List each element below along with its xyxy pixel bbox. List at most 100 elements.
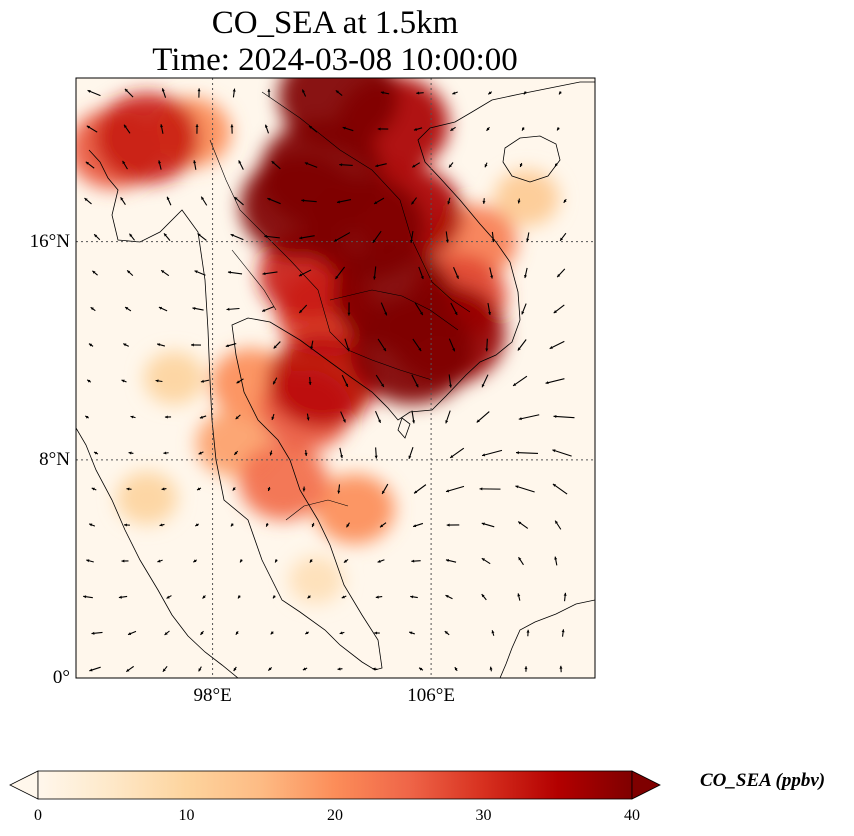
wind-arrow <box>448 338 456 352</box>
wind-arrow <box>373 197 385 205</box>
wind-arrow <box>476 411 490 423</box>
wind-arrow <box>372 667 378 671</box>
wind-arrow <box>450 302 458 316</box>
wind-arrow <box>411 410 416 424</box>
wind-arrow <box>307 595 311 599</box>
wind-arrow <box>164 415 172 419</box>
wind-arrow <box>554 556 558 566</box>
wind-arrow <box>196 487 202 491</box>
wind-arrow <box>301 199 317 203</box>
wind-arrow <box>309 559 313 563</box>
wind-arrow <box>302 486 306 492</box>
wind-arrow <box>230 233 244 241</box>
wind-arrow <box>523 91 527 95</box>
wind-arrow <box>377 127 389 131</box>
wind-arrow <box>124 523 130 527</box>
wind-arrow <box>563 198 567 204</box>
colorbar-tick-label: 10 <box>178 807 195 824</box>
wind-arrow <box>232 88 236 98</box>
wind-arrow <box>481 449 503 457</box>
wind-arrow <box>481 593 487 601</box>
wind-arrow <box>413 484 427 494</box>
wind-arrow <box>122 160 128 170</box>
wind-arrow <box>481 374 489 388</box>
coastline-sumatra <box>76 427 239 678</box>
wind-arrow <box>264 234 280 239</box>
wind-arrow <box>414 302 424 316</box>
wind-arrow <box>199 415 207 419</box>
wind-arrow <box>160 269 170 277</box>
wind-arrow <box>91 487 97 491</box>
wind-arrow <box>339 447 344 459</box>
wind-arrow <box>261 306 275 312</box>
wind-arrow <box>545 378 565 385</box>
wind-arrow <box>191 343 201 347</box>
wind-arrow <box>445 485 465 493</box>
wind-arrow <box>86 379 92 383</box>
wind-arrow <box>445 410 451 424</box>
wind-arrow <box>344 338 350 352</box>
wind-arrow <box>487 302 492 316</box>
wind-arrow <box>298 269 312 277</box>
wind-arrow <box>445 558 457 563</box>
wind-arrow <box>264 124 270 134</box>
wind-arrow <box>162 665 168 673</box>
wind-arrow <box>409 230 414 244</box>
wind-arrow <box>452 91 458 95</box>
latitude-label: 16°N <box>29 230 70 252</box>
wind-arrow <box>377 559 385 563</box>
wind-arrow <box>269 450 273 456</box>
coastline-mainland <box>88 81 595 671</box>
wind-arrow <box>121 379 127 383</box>
wind-arrow <box>517 339 527 351</box>
wind-arrow <box>163 451 169 455</box>
wind-arrow <box>89 666 101 672</box>
longitude-label: 106°E <box>407 685 455 706</box>
wind-arrow <box>232 487 236 491</box>
wind-arrow <box>157 559 163 563</box>
wind-arrow <box>267 88 271 98</box>
wind-arrow <box>225 343 237 348</box>
wind-arrow <box>335 89 343 97</box>
wind-arrow <box>519 162 523 168</box>
colorbar-tick-label: 20 <box>327 807 343 824</box>
wind-arrow <box>517 198 521 204</box>
wind-arrow <box>267 197 281 205</box>
wind-arrow <box>267 667 273 671</box>
wind-arrow <box>449 447 465 459</box>
wind-arrow <box>448 374 452 388</box>
coastlines <box>76 81 595 678</box>
wind-arrow <box>559 665 563 673</box>
map-frame <box>75 77 596 679</box>
wind-arrow <box>193 160 197 170</box>
co-plume-cell <box>350 297 474 405</box>
wind-arrow <box>379 522 387 528</box>
co-plume-cell <box>95 92 200 184</box>
wind-arrow <box>481 557 491 565</box>
wind-arrow <box>553 304 565 314</box>
wind-arrow <box>273 341 281 349</box>
wind-arrow <box>302 667 308 671</box>
wind-arrow <box>446 523 460 527</box>
wind-arrow <box>308 125 318 133</box>
wind-arrow <box>336 199 352 204</box>
colorbar-tick-label: 30 <box>475 807 492 824</box>
wind-arrow <box>227 270 243 275</box>
wind-arrow <box>310 340 314 350</box>
wind-arrow <box>343 558 349 564</box>
wind-arrow <box>411 197 417 205</box>
wind-arrow <box>200 379 210 383</box>
wind-arrow <box>412 522 424 528</box>
wind-arrow <box>375 595 383 599</box>
wind-arrow <box>301 89 307 97</box>
wind-arrow <box>311 522 315 528</box>
wind-arrow <box>164 630 170 636</box>
wind-arrow <box>487 91 493 95</box>
wind-arrow <box>558 91 562 95</box>
wind-arrow <box>341 595 347 599</box>
coastline-hainan <box>502 135 561 183</box>
wind-arrow <box>373 266 377 280</box>
wind-arrow <box>341 374 349 388</box>
wind-arrow <box>92 270 98 276</box>
